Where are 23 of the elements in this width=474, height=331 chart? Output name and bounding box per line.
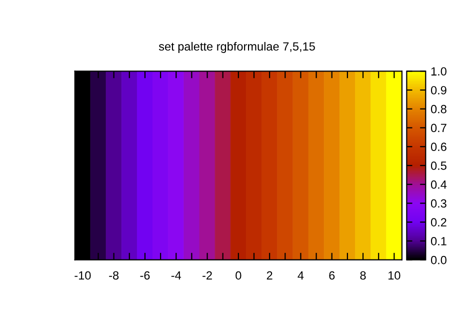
color-bar-label: 0.5 <box>430 162 446 170</box>
color-bar-label: 0.4 <box>430 180 447 189</box>
x-tick-label: -4 <box>171 271 182 280</box>
x-tick-label: -10 <box>74 271 91 280</box>
color-bar-label: 0.6 <box>430 142 446 152</box>
x-tick-label: 8 <box>360 271 366 280</box>
x-tick-label: 4 <box>298 271 304 280</box>
color-bar-label: 0.1 <box>430 237 446 246</box>
color-bar-label: 0.0 <box>430 256 446 264</box>
x-tick-label: 10 <box>388 271 400 280</box>
color-bar-label: 0.9 <box>430 86 446 94</box>
x-tick-label: -2 <box>202 271 212 280</box>
x-tick-label: 2 <box>266 271 272 280</box>
chart-title: set palette rgbformulae 7,5,15 <box>158 42 315 53</box>
x-tick-label: 6 <box>329 271 335 280</box>
color-bar-label: 1.0 <box>431 67 446 76</box>
color-bar-label: 0.7 <box>430 124 446 132</box>
color-bar-label: 0.3 <box>430 199 446 208</box>
color-bar-label: 0.2 <box>430 218 446 226</box>
color-bar-label: 0.8 <box>430 104 446 114</box>
x-tick-label: -6 <box>140 271 150 280</box>
x-tick-label: 0 <box>236 271 242 280</box>
x-tick-label: -8 <box>109 271 119 280</box>
